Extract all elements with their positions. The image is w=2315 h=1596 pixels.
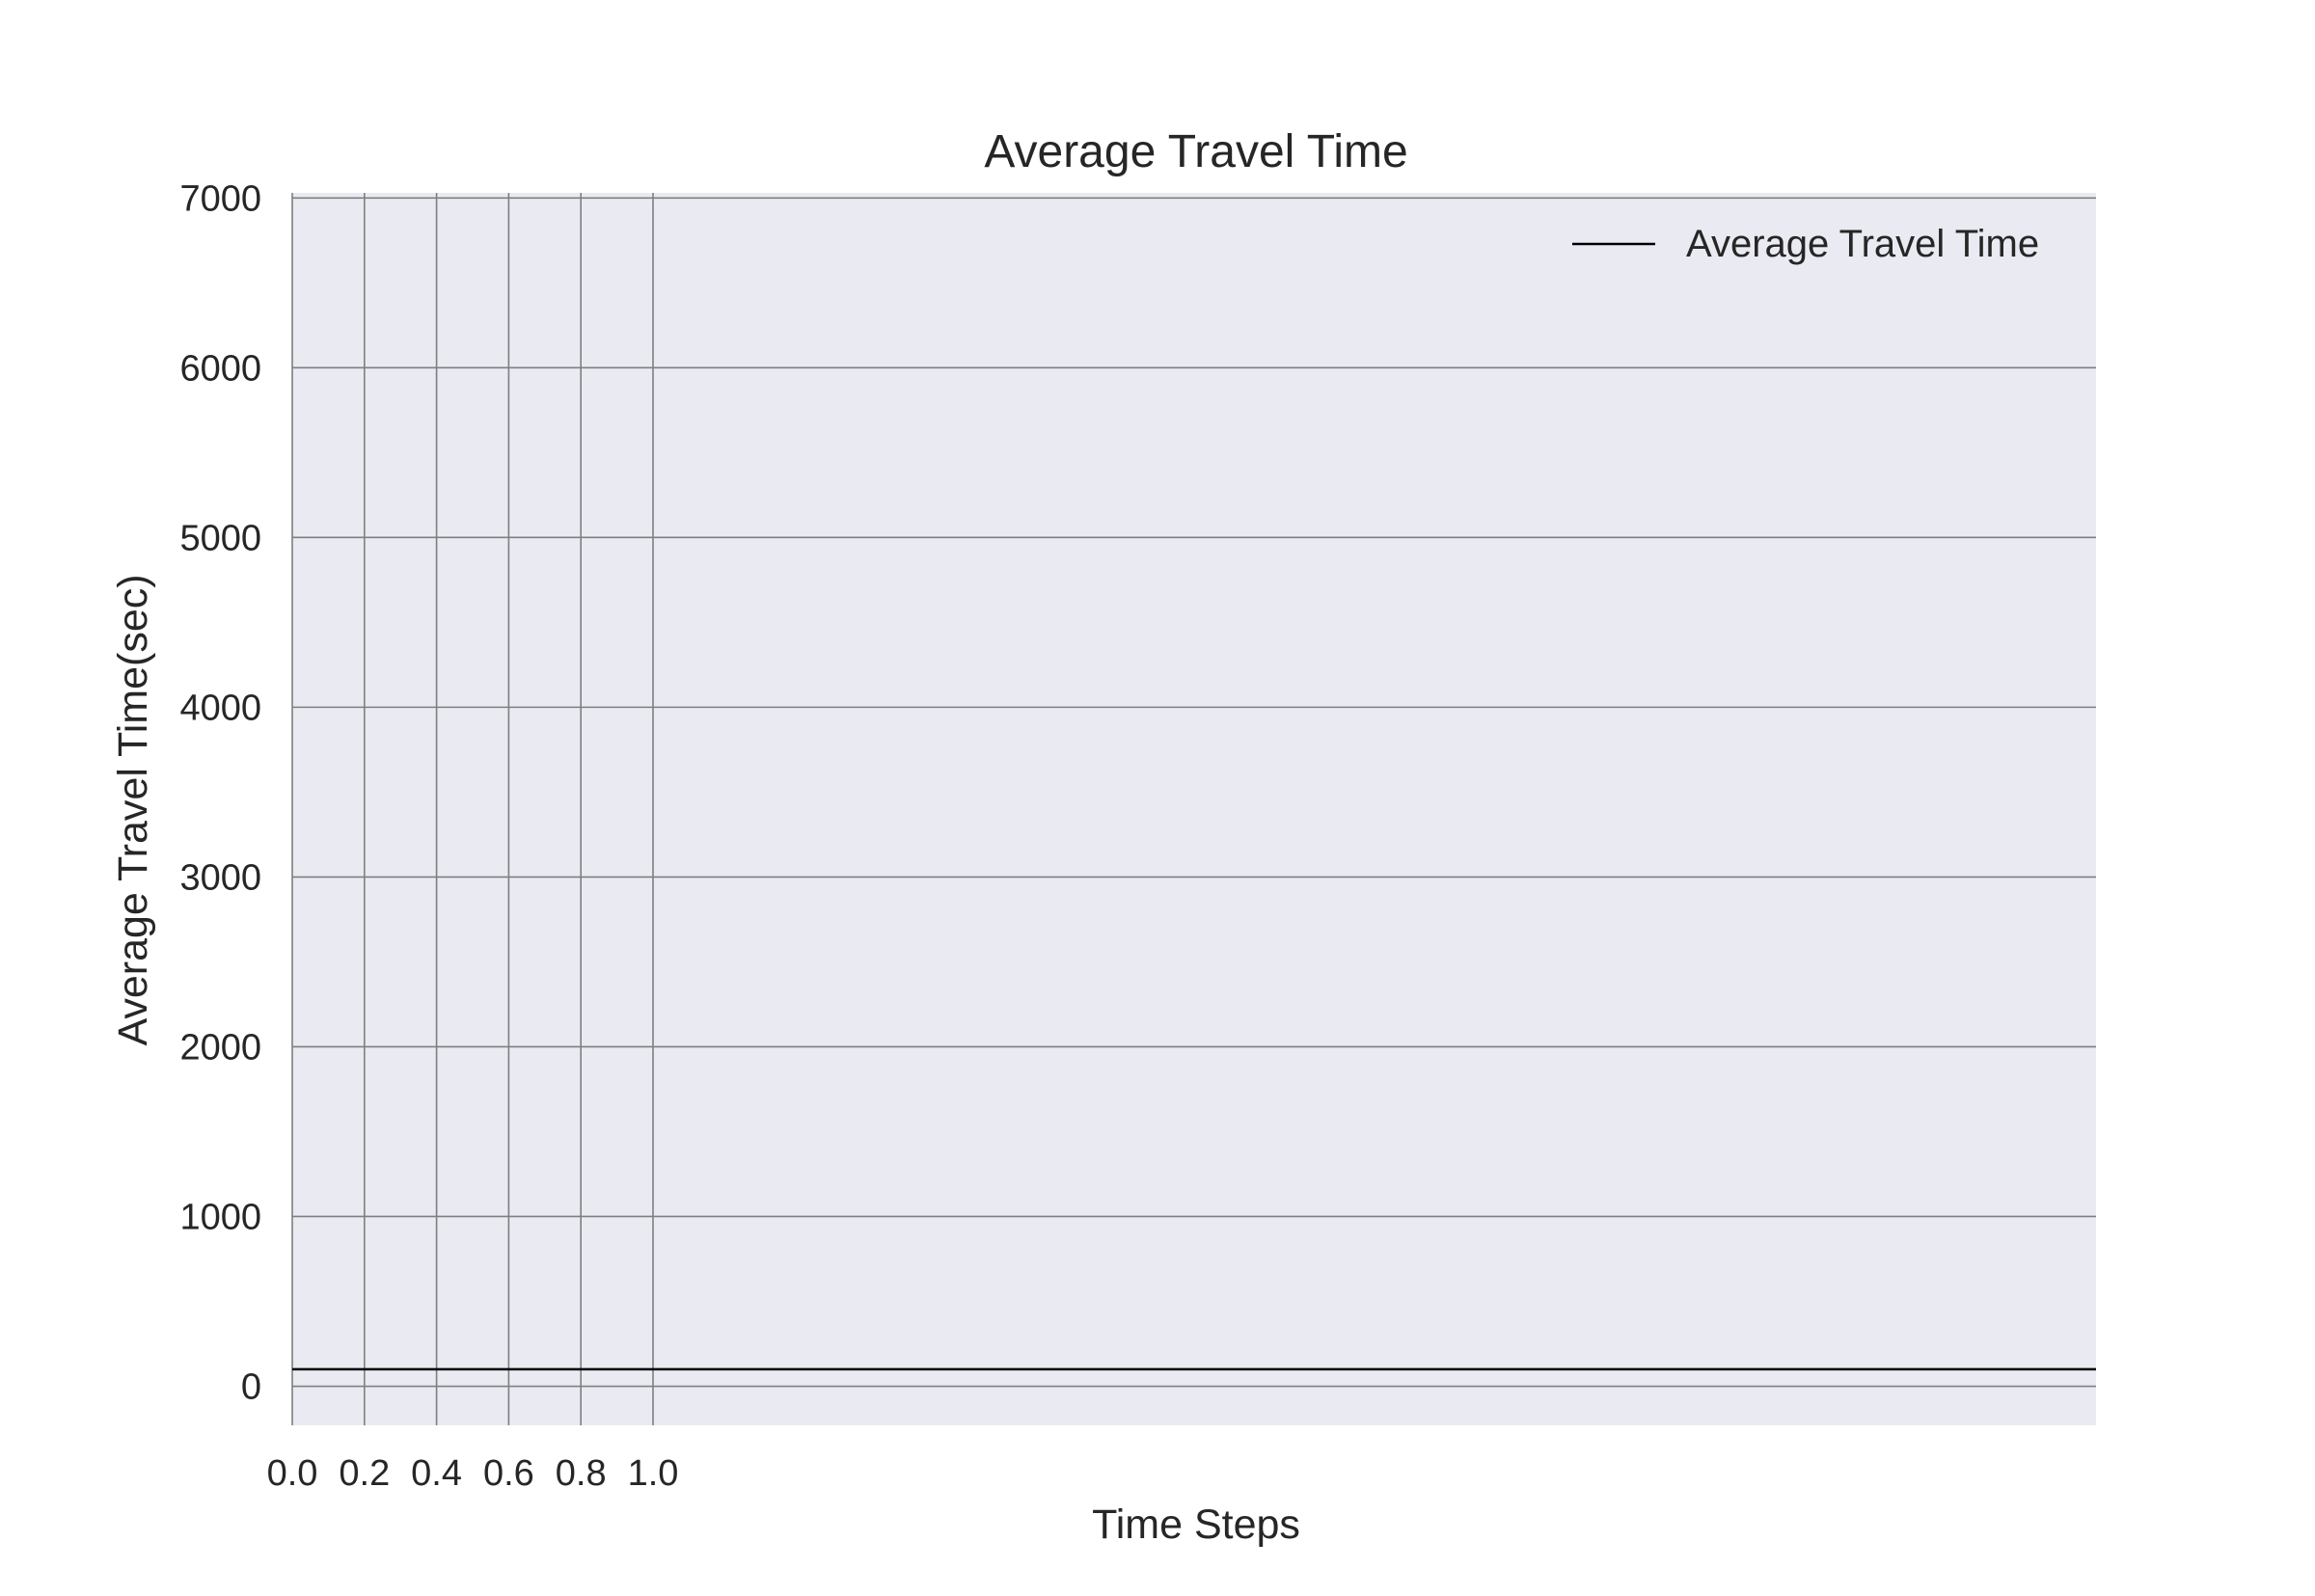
- y-axis-label: Average Travel Time(sec): [110, 574, 156, 1045]
- x-tick-label: 0.4: [411, 1453, 462, 1494]
- x-tick-label: 0.2: [339, 1453, 390, 1494]
- y-tick-label: 7000: [179, 178, 261, 219]
- legend-label: Average Travel Time: [1686, 223, 2039, 265]
- x-tick-label: 0.0: [267, 1453, 318, 1494]
- tick-layer: 0 1000 2000 3000 4000 5000 6000 7000 0.0 0.2 0.4 0.…: [179, 178, 678, 1494]
- chart-title: Average Travel Time: [984, 126, 1407, 177]
- y-tick-label: 5000: [179, 518, 261, 558]
- y-tick-label: 2000: [179, 1027, 261, 1068]
- legend: Average Travel Time: [1572, 223, 2039, 265]
- plot-area: [292, 193, 2096, 1425]
- y-tick-label: 6000: [179, 348, 261, 389]
- y-tick-label: 0: [241, 1367, 261, 1408]
- x-tick-label: 1.0: [628, 1453, 679, 1494]
- x-axis-label: Time Steps: [1092, 1501, 1300, 1548]
- y-tick-label: 4000: [179, 688, 261, 728]
- y-tick-label: 1000: [179, 1197, 261, 1237]
- x-tick-label: 0.8: [556, 1453, 607, 1494]
- x-tick-label: 0.6: [483, 1453, 534, 1494]
- y-tick-label: 3000: [179, 857, 261, 898]
- grid-layer: [291, 193, 2096, 1425]
